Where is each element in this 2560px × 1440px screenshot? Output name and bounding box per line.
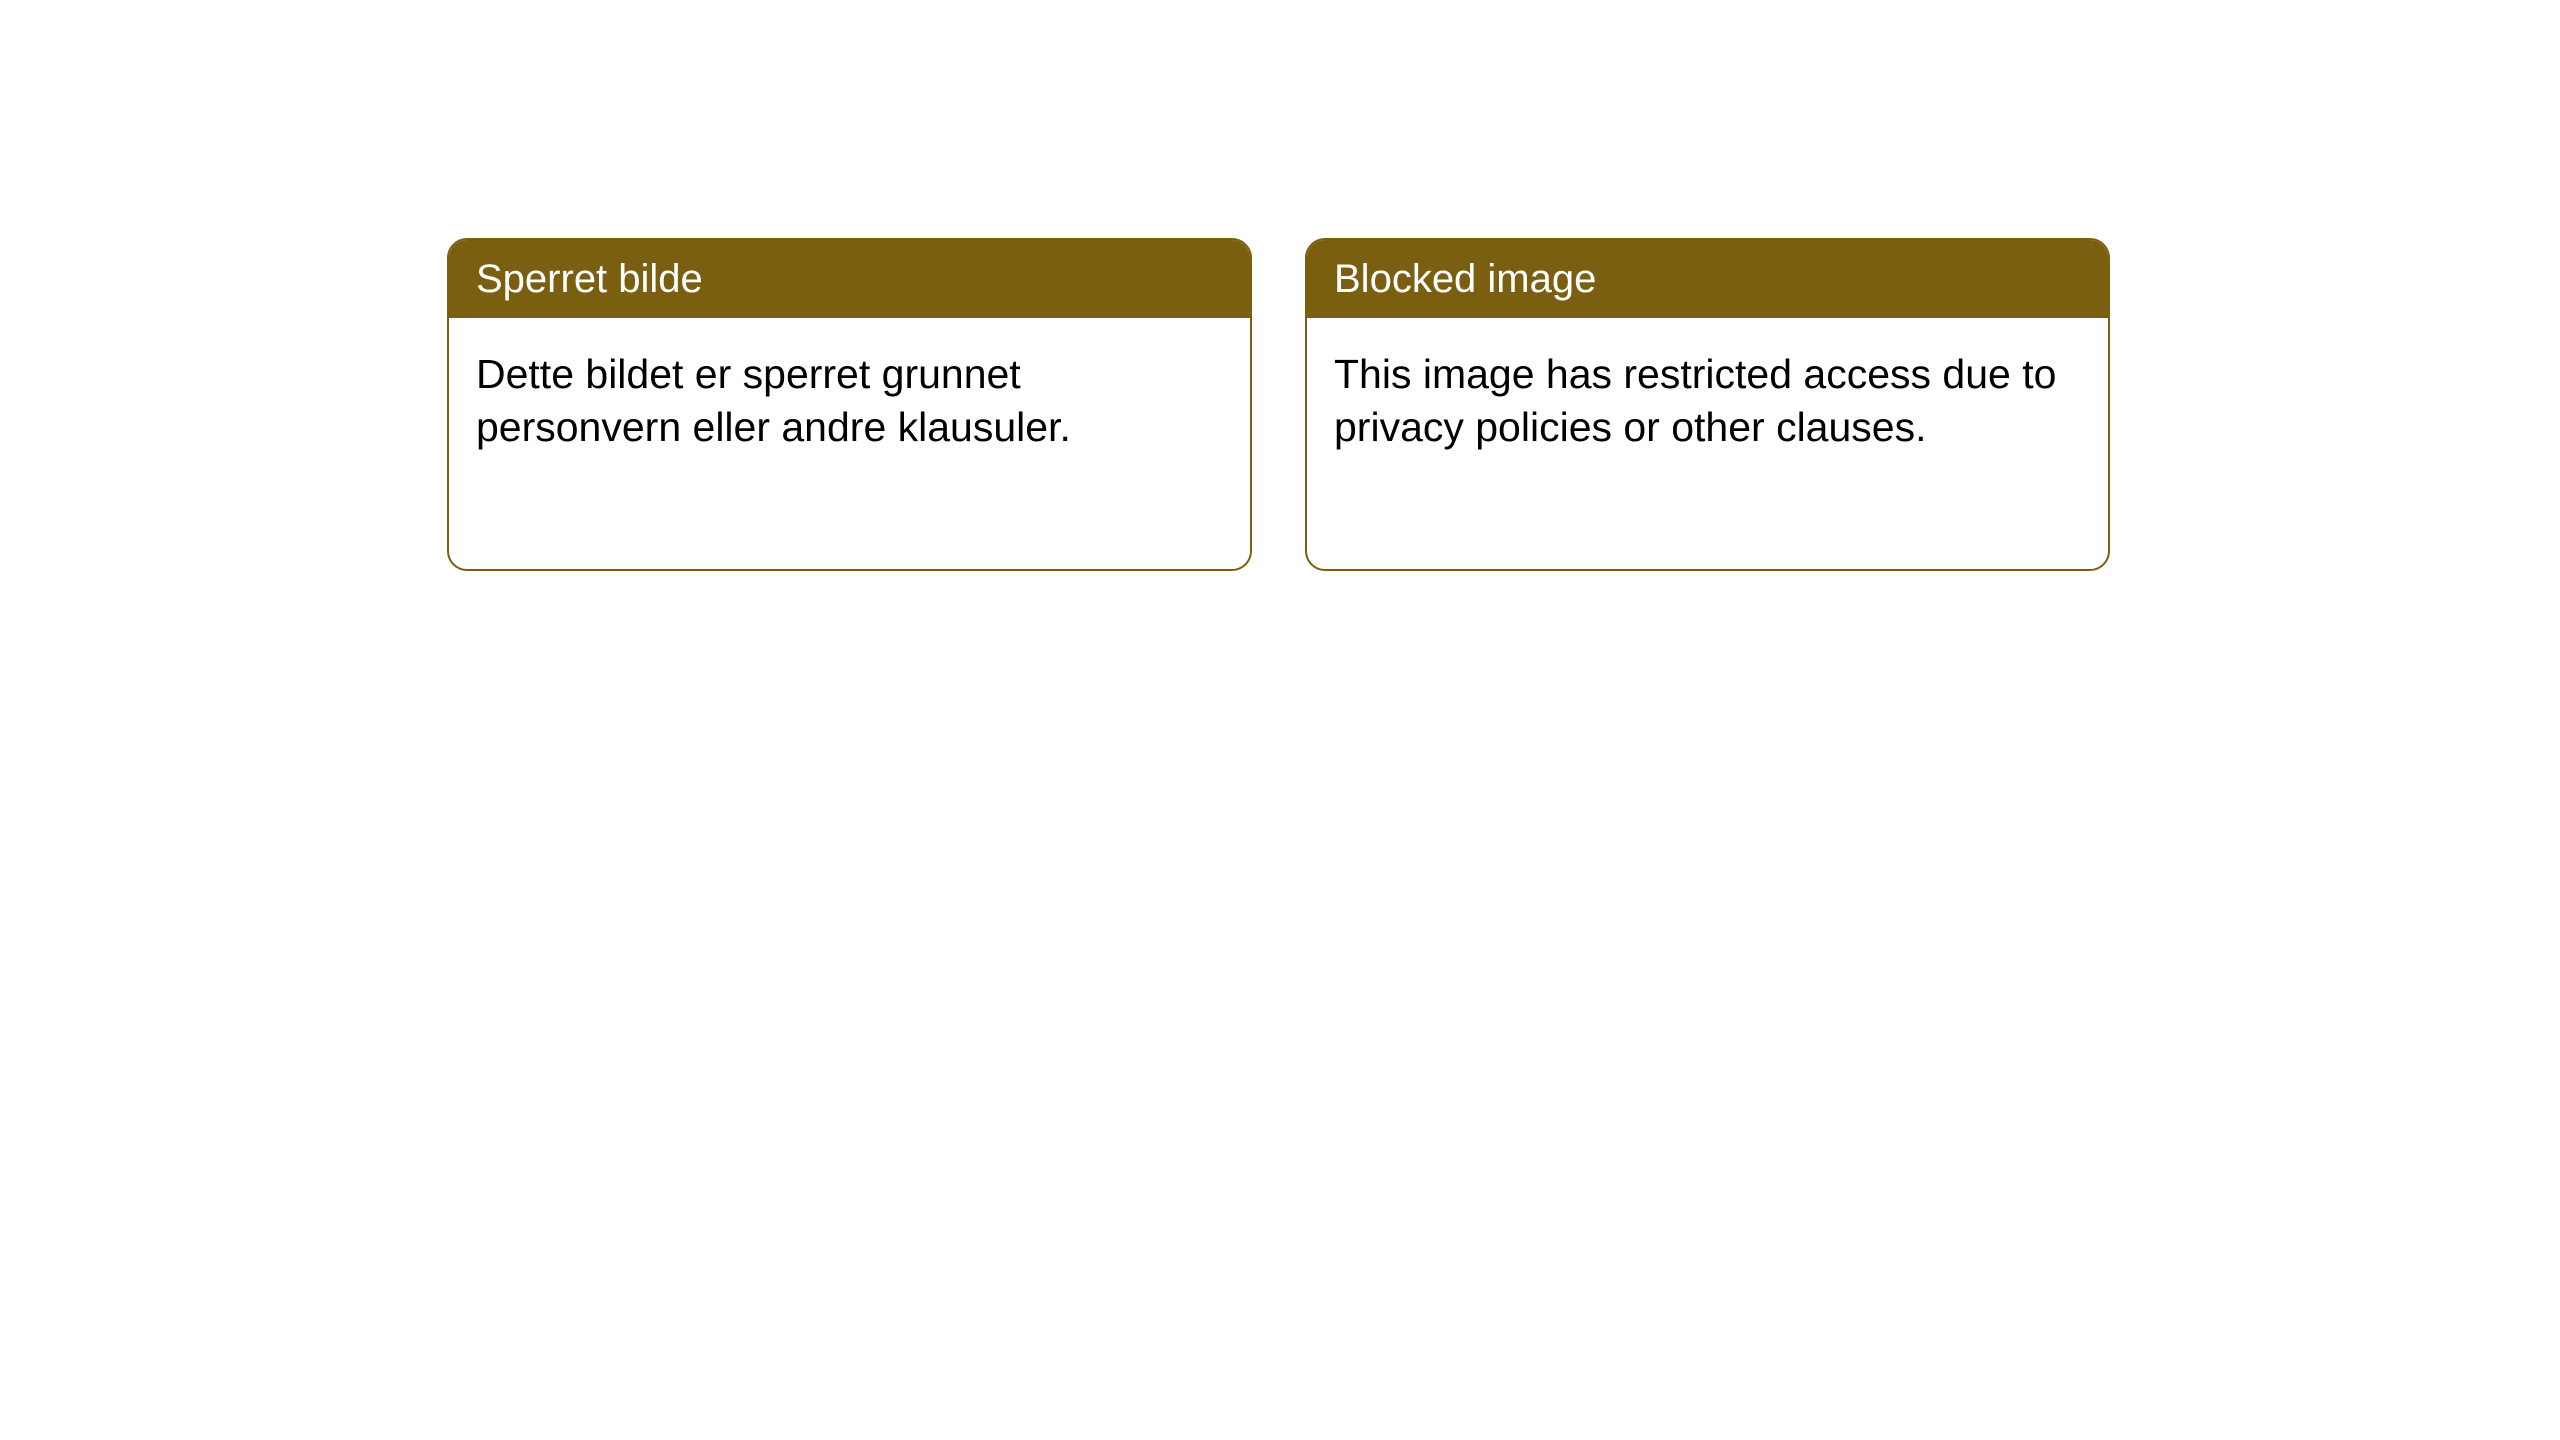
card-header: Sperret bilde — [449, 240, 1250, 318]
card-body-text: This image has restricted access due to … — [1334, 351, 2056, 450]
notice-cards-container: Sperret bilde Dette bildet er sperret gr… — [447, 238, 2110, 571]
card-title: Blocked image — [1334, 257, 1596, 301]
card-title: Sperret bilde — [476, 257, 703, 301]
card-body-text: Dette bildet er sperret grunnet personve… — [476, 351, 1071, 450]
notice-card-norwegian: Sperret bilde Dette bildet er sperret gr… — [447, 238, 1252, 571]
card-body: This image has restricted access due to … — [1307, 318, 2108, 485]
notice-card-english: Blocked image This image has restricted … — [1305, 238, 2110, 571]
card-body: Dette bildet er sperret grunnet personve… — [449, 318, 1250, 485]
card-header: Blocked image — [1307, 240, 2108, 318]
